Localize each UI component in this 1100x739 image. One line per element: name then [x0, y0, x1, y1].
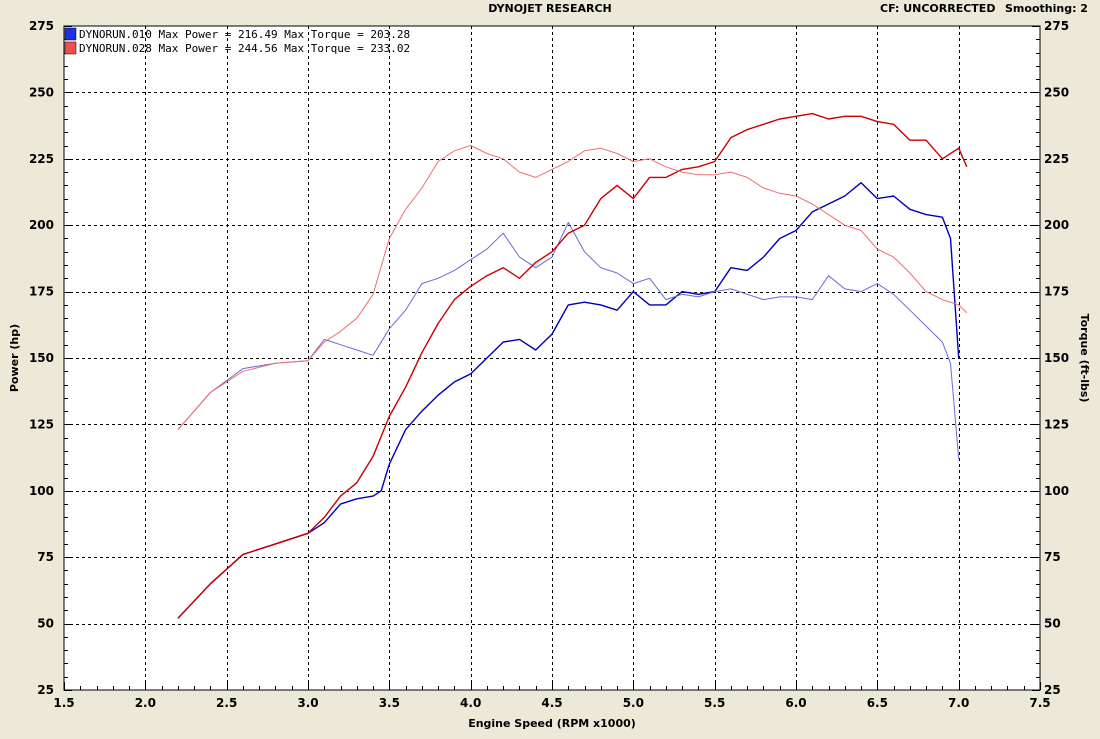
series-line-dynorun-028-power	[177, 112, 968, 619]
x-tick-label: 3.0	[297, 696, 318, 710]
y2-tick-label: 125	[1044, 417, 1069, 431]
x-tick-label: 2.0	[135, 696, 156, 710]
y-tick-label: 25	[37, 683, 54, 697]
chart-title: DYNOJET RESEARCH	[488, 2, 612, 15]
legend-swatch	[64, 27, 77, 41]
x-tick-label: 6.5	[867, 696, 888, 710]
x-axis-title: Engine Speed (RPM x1000)	[468, 717, 636, 730]
y2-tick-label: 200	[1044, 218, 1069, 232]
y-tick-label: 250	[29, 85, 54, 99]
x-tick-label: 2.5	[216, 696, 237, 710]
legend: DYNORUN.010 Max Power = 216.49 Max Torqu…	[64, 27, 410, 55]
y2-tick-label: 150	[1044, 351, 1069, 365]
y2-tick-label: 175	[1044, 285, 1069, 299]
y-axis-title: Power (hp)	[8, 324, 21, 392]
series-line-dynorun-010-torque	[177, 222, 960, 459]
y-tick-label: 50	[37, 617, 54, 631]
series-line-dynorun-010-power	[177, 181, 960, 619]
y2-tick-label: 75	[1044, 550, 1061, 564]
y2-tick-label: 225	[1044, 152, 1069, 166]
x-tick-label: 5.0	[623, 696, 644, 710]
correction-factor-label: CF: UNCORRECTED	[880, 2, 996, 15]
tick-labels: 1.5 2.0 2.5 3.0 3.5 4.0 4.5 5.0 5.5 6.0 6.5 7.0 7.52…	[29, 19, 1069, 710]
x-tick-label: 7.0	[948, 696, 969, 710]
y-tick-label: 225	[29, 152, 54, 166]
y2-tick-label: 250	[1044, 85, 1069, 99]
y2-tick-label: 50	[1044, 617, 1061, 631]
legend-swatch	[64, 41, 77, 55]
x-tick-label: 1.5	[53, 696, 74, 710]
x-tick-label: 7.5	[1029, 696, 1050, 710]
y-tick-label: 100	[29, 484, 54, 498]
y-tick-label: 125	[29, 417, 54, 431]
y-tick-label: 175	[29, 285, 54, 299]
y2-tick-label: 100	[1044, 484, 1069, 498]
y2-axis-title: Torque (ft-lbs)	[1078, 314, 1091, 403]
y-tick-label: 150	[29, 351, 54, 365]
x-tick-label: 6.0	[785, 696, 806, 710]
x-tick-label: 4.0	[460, 696, 481, 710]
legend-entry: DYNORUN.010 Max Power = 216.49 Max Torqu…	[79, 28, 410, 41]
grid-lines	[64, 26, 1040, 690]
y-tick-label: 275	[29, 19, 54, 33]
y2-tick-label: 25	[1044, 683, 1061, 697]
x-tick-label: 4.5	[541, 696, 562, 710]
legend-entry: DYNORUN.028 Max Power = 244.56 Max Torqu…	[79, 42, 410, 55]
x-tick-label: 3.5	[379, 696, 400, 710]
series-layer	[177, 112, 968, 619]
y-tick-label: 200	[29, 218, 54, 232]
series-line-dynorun-028-torque	[177, 145, 968, 431]
smoothing-label: Smoothing: 2	[1005, 2, 1088, 15]
y2-tick-label: 275	[1044, 19, 1069, 33]
y-tick-label: 75	[37, 550, 54, 564]
plot-frame	[63, 25, 1041, 691]
x-tick-label: 5.5	[704, 696, 725, 710]
axis-ticks	[64, 26, 1041, 691]
